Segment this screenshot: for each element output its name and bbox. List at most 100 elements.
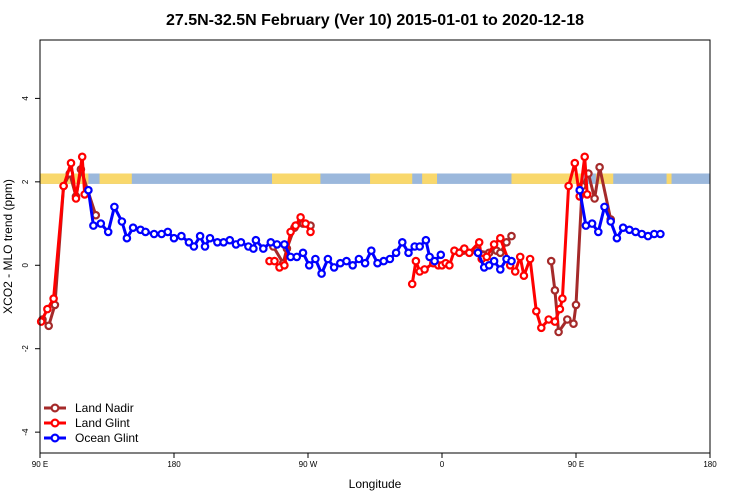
data-point — [36, 317, 46, 326]
data-point — [558, 294, 567, 303]
data-point — [510, 267, 520, 276]
y-axis: -4 -2 0 2 4 — [21, 96, 40, 436]
data-point — [656, 229, 665, 239]
data-point — [195, 231, 205, 241]
data-point — [342, 256, 351, 266]
data-point — [519, 271, 529, 281]
data-point — [317, 269, 326, 278]
data-point — [43, 304, 52, 314]
y-tick-label: 4 — [21, 96, 30, 101]
data-point — [298, 248, 308, 258]
land-band-segment — [272, 173, 321, 184]
land-band-segment — [99, 173, 132, 184]
data-point — [430, 256, 439, 266]
legend-label: Ocean Glint — [75, 431, 139, 445]
data-point — [329, 263, 339, 272]
data-point — [141, 227, 150, 237]
legend-swatch-marker — [50, 403, 60, 413]
data-point — [103, 227, 113, 237]
data-point — [348, 260, 358, 270]
data-point — [421, 235, 431, 245]
data-point — [323, 254, 333, 264]
data-point — [177, 231, 186, 241]
data-point — [49, 294, 58, 303]
y-tick-label: 2 — [21, 179, 30, 184]
data-point — [550, 317, 560, 326]
data-point — [570, 158, 580, 168]
data-point — [571, 300, 581, 310]
data-point — [525, 254, 535, 264]
data-point — [59, 181, 68, 191]
data-point — [354, 254, 364, 264]
data-point — [550, 285, 560, 295]
series-land-glint — [36, 152, 592, 333]
data-point — [502, 238, 511, 247]
data-point — [555, 304, 565, 314]
x-axis-label: Longitude — [349, 477, 402, 491]
land-band-segment — [666, 173, 672, 184]
x-tick-label: 0 — [440, 460, 445, 469]
data-point — [77, 152, 87, 162]
data-point — [44, 321, 54, 331]
data-point — [593, 227, 603, 237]
y-tick-label: 0 — [21, 262, 30, 267]
y-tick-label: -2 — [21, 345, 30, 353]
data-point — [110, 202, 119, 212]
data-point — [280, 260, 289, 270]
data-point — [272, 240, 282, 249]
data-point — [495, 248, 505, 258]
data-point — [606, 217, 616, 226]
data-point — [445, 260, 454, 270]
data-point — [169, 233, 179, 243]
data-point — [249, 244, 258, 253]
data-point — [96, 219, 106, 228]
data-point — [582, 190, 592, 199]
data-point — [464, 248, 474, 258]
land-ocean-band — [40, 173, 710, 184]
data-point — [301, 219, 310, 228]
data-point — [587, 219, 597, 228]
data-point — [286, 227, 295, 237]
x-tick-label: 180 — [167, 460, 181, 469]
data-point — [200, 242, 210, 251]
data-point — [391, 248, 401, 258]
data-point — [236, 238, 246, 247]
data-point — [420, 265, 429, 274]
data-point — [385, 254, 395, 264]
data-point — [128, 223, 138, 233]
data-point — [536, 323, 546, 333]
data-point — [258, 244, 268, 253]
chart-title: 27.5N-32.5N February (Ver 10) 2015-01-01… — [166, 12, 584, 29]
data-point — [89, 221, 98, 230]
data-point — [489, 256, 499, 266]
data-point — [122, 233, 132, 243]
data-point — [436, 250, 446, 260]
data-point — [600, 202, 609, 212]
data-point — [495, 233, 505, 243]
data-point — [404, 248, 413, 258]
data-point — [225, 235, 235, 245]
data-point — [595, 162, 604, 172]
data-point — [489, 240, 499, 249]
land-band-segment — [595, 173, 614, 184]
data-point — [117, 217, 127, 226]
series-ocean-glint — [84, 185, 665, 278]
data-point — [474, 238, 484, 247]
data-point — [360, 258, 370, 268]
data-point — [407, 279, 417, 289]
x-tick-label: 90 E — [32, 460, 48, 469]
legend-swatch-marker — [50, 433, 60, 443]
data-point — [304, 260, 314, 270]
data-point — [84, 185, 93, 195]
data-point — [306, 227, 315, 237]
data-point — [507, 231, 516, 241]
data-point — [564, 181, 573, 191]
land-band-segment — [370, 173, 413, 184]
data-point — [163, 227, 173, 237]
data-point — [71, 194, 81, 203]
x-tick-label: 90 W — [299, 460, 318, 469]
x-tick-label: 180 — [703, 460, 717, 469]
